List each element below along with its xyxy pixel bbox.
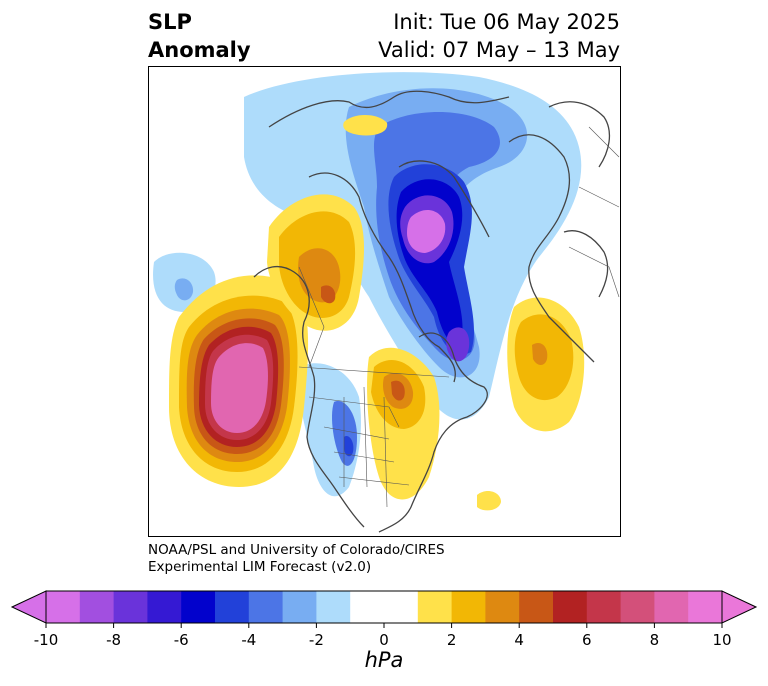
negative-anomaly-region [407,209,446,253]
negative-anomaly-region [174,278,194,301]
colorbar-tick-label: 4 [514,631,524,649]
colorbar-bin [316,591,351,623]
positive-anomaly-region [211,343,268,433]
colorbar-bin [417,591,453,623]
borders [298,126,620,508]
colorbar-tick-label: 2 [447,631,457,649]
colorbar-bin [147,591,182,623]
title-line-2: Anomaly [148,38,251,62]
negative-anomaly-region [446,327,470,362]
colorbar-tick-label: -10 [34,631,59,649]
colorbar-bin [553,591,588,623]
credits: NOAA/PSL and University of Colorado/CIRE… [148,542,445,576]
colorbar-tick-label: -8 [106,631,121,649]
map-title: SLP Anomaly [148,8,251,64]
colorbar-unit: hPa [364,648,404,672]
colorbar-tick-label: -6 [174,631,189,649]
colorbar-tick-label: 10 [712,631,731,649]
colorbar-tick-label: -2 [309,631,324,649]
anomaly-field [153,72,585,511]
colorbar-bin [384,591,419,623]
credits-line-1: NOAA/PSL and University of Colorado/CIRE… [148,542,445,558]
colorbar-over-arrow [721,590,758,624]
colorbar-bin [519,591,554,623]
positive-anomaly-region [391,380,405,401]
colorbar-ticks: -10 -8 -6 -4 -2 0 2 4 6 8 10 [34,623,732,649]
colorbar-bin [282,591,317,623]
positive-anomaly-region [477,491,501,511]
init-date: Init: Tue 06 May 2025 [393,10,620,34]
valid-range: Valid: 07 May – 13 May [378,38,620,62]
colorbar: -10 -8 -6 -4 -2 0 2 4 6 8 10 [10,590,758,649]
colorbar-tick-label: 8 [650,631,660,649]
colorbar-bin [654,591,689,623]
coastlines [253,90,611,533]
colorbar-bin [46,591,81,623]
colorbar-bin [586,591,622,623]
colorbar-tick-label: 6 [582,631,592,649]
positive-anomaly-region [532,342,548,365]
colorbar-bins [46,591,723,623]
colorbar-bin [620,591,655,623]
colorbar-bin [215,591,250,623]
colorbar-bin [113,591,148,623]
colorbar-bin [248,591,284,623]
colorbar-tick-label: 0 [379,631,389,649]
map-canvas [153,72,620,533]
positive-anomaly-region [321,285,336,304]
colorbar-bin [350,591,385,623]
forecast-dates: Init: Tue 06 May 2025 Valid: 07 May – 13… [378,8,620,64]
colorbar-bin [79,591,115,623]
colorbar-tick-label: -4 [241,631,256,649]
title-line-1: SLP [148,10,192,34]
colorbar-bin [688,591,723,623]
positive-anomaly-region [343,114,388,136]
colorbar-bin [181,591,216,623]
slp-anomaly-map [148,66,621,537]
credits-line-2: Experimental LIM Forecast (v2.0) [148,559,372,575]
colorbar-bin [485,591,520,623]
negative-anomaly-region [344,436,354,457]
colorbar-under-arrow [10,590,47,624]
colorbar-bin [451,591,486,623]
